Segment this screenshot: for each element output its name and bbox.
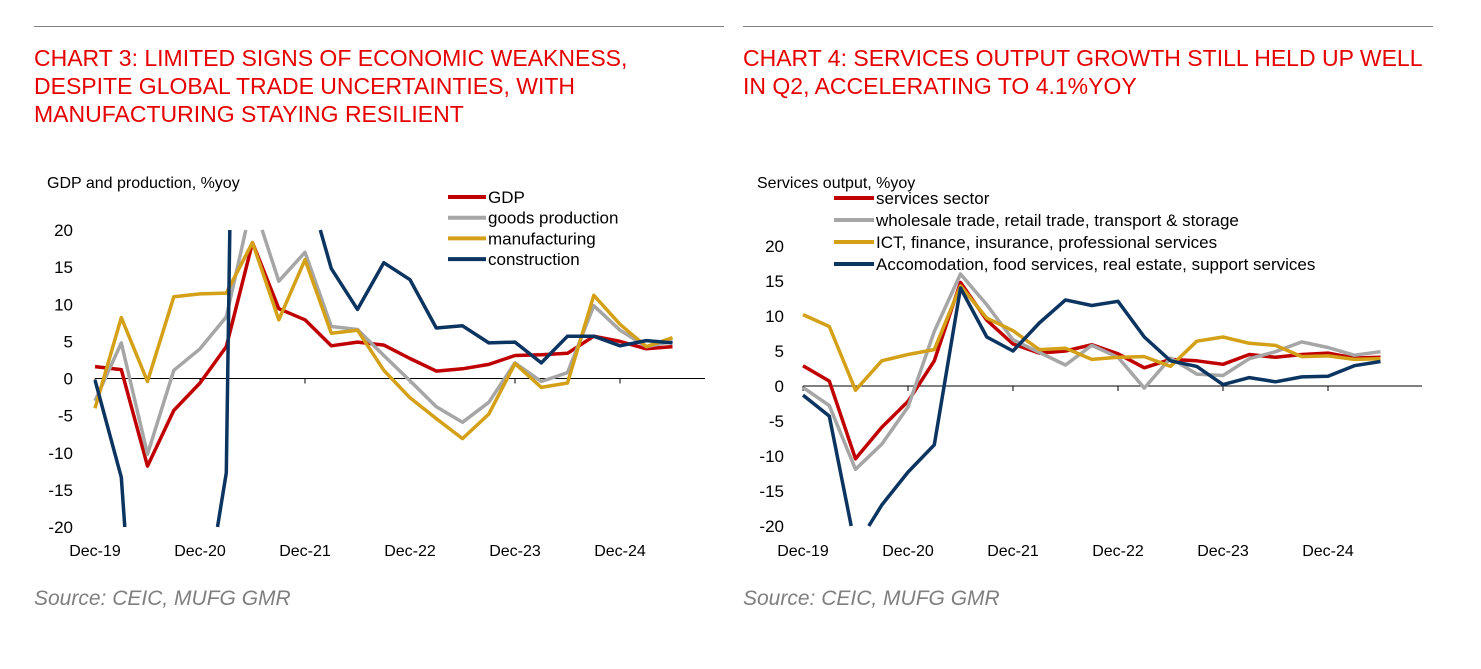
legend-label: manufacturing: [488, 229, 596, 248]
x-tick-label: Dec-20: [174, 543, 226, 560]
legend-label: construction: [488, 250, 580, 269]
chart-4-source: Source: CEIC, MUFG GMR: [743, 587, 1000, 610]
x-tick-label: Dec-21: [987, 543, 1039, 560]
series-line-1: [93, 229, 673, 456]
chart-3-source: Source: CEIC, MUFG GMR: [34, 587, 291, 610]
y-tick-label: 15: [54, 258, 73, 277]
y-tick-label: 10: [765, 307, 784, 326]
y-tick-label: 10: [54, 295, 73, 314]
y-tick-label: 15: [765, 272, 784, 291]
x-tick-label: Dec-23: [489, 543, 541, 560]
y-axis-title: Services output, %yoy: [757, 175, 915, 192]
divider: [743, 26, 1433, 27]
x-tick-label: Dec-20: [882, 543, 934, 560]
x-tick-label: Dec-22: [384, 543, 436, 560]
legend-label: goods production: [488, 209, 618, 228]
y-tick-label: -15: [48, 481, 73, 500]
y-tick-label: 5: [775, 342, 784, 361]
y-tick-label: -5: [769, 412, 784, 431]
legend-label: wholesale trade, retail trade, transport…: [875, 211, 1239, 230]
chart-3-panel: CHART 3: LIMITED SIGNS OF ECONOMIC WEAKN…: [34, 0, 734, 669]
x-tick-label: Dec-21: [279, 543, 331, 560]
y-tick-label: -15: [759, 482, 784, 501]
series-line-3: [801, 286, 1381, 527]
x-tick-label: Dec-19: [69, 543, 121, 560]
y-tick-label: 20: [54, 221, 73, 240]
series-line-2: [802, 284, 1381, 392]
y-axis-title: GDP and production, %yoy: [47, 175, 240, 192]
legend-label: GDP: [488, 188, 525, 207]
legend-label: Accomodation, food services, real estate…: [876, 255, 1315, 274]
y-tick-label: 20: [765, 237, 784, 256]
x-tick-label: Dec-23: [1197, 543, 1249, 560]
legend-label: services sector: [876, 189, 990, 208]
divider: [34, 26, 724, 27]
x-tick-label: Dec-19: [777, 543, 829, 560]
y-tick-label: -10: [759, 447, 784, 466]
y-tick-label: -20: [759, 517, 784, 536]
series-line-1: [802, 272, 1381, 472]
x-tick-label: Dec-22: [1092, 543, 1144, 560]
series-line-3: [93, 229, 673, 528]
series-group: [801, 272, 1381, 527]
x-tick-label: Dec-24: [594, 543, 646, 560]
chart-4-title: CHART 4: SERVICES OUTPUT GROWTH STILL HE…: [743, 45, 1422, 99]
y-tick-label: -10: [48, 444, 73, 463]
y-tick-label: -5: [58, 407, 73, 426]
y-tick-label: 5: [64, 332, 73, 351]
y-tick-label: -20: [48, 518, 73, 537]
chart-3-title: CHART 3: LIMITED SIGNS OF ECONOMIC WEAKN…: [34, 45, 628, 127]
chart-4-panel: CHART 4: SERVICES OUTPUT GROWTH STILL HE…: [743, 0, 1443, 669]
series-group: [93, 229, 674, 528]
series-line-2: [93, 240, 674, 441]
x-tick-label: Dec-24: [1302, 543, 1354, 560]
legend-label: ICT, finance, insurance, professional se…: [876, 233, 1217, 252]
y-tick-label: 0: [775, 377, 784, 396]
y-tick-label: 0: [64, 370, 73, 389]
